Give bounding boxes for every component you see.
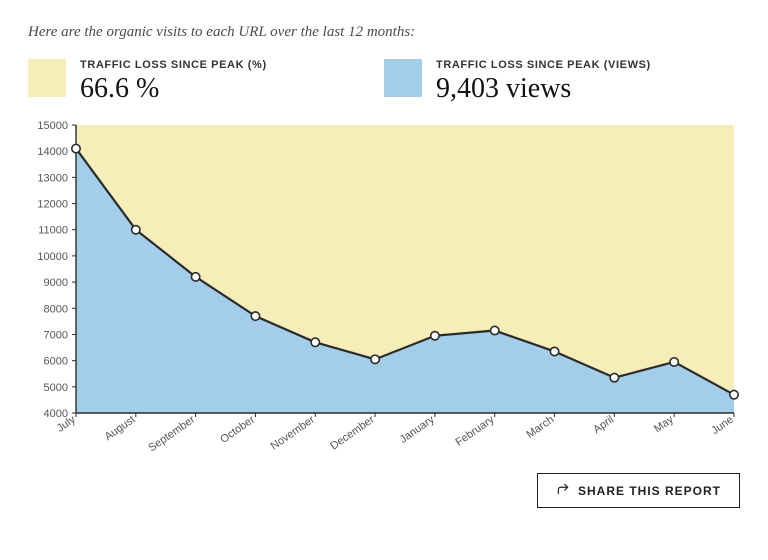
svg-text:April: April [591,414,616,436]
svg-text:December: December [328,413,377,452]
svg-text:5000: 5000 [44,382,68,394]
chart-svg: 4000500060007000800090001000011000120001… [28,119,740,459]
svg-text:14000: 14000 [37,146,68,158]
stat-loss-views-label: TRAFFIC LOSS SINCE PEAK (VIEWS) [436,59,651,71]
stat-loss-pct: TRAFFIC LOSS SINCE PEAK (%) 66.6 % [28,59,384,105]
swatch-loss-views [384,59,422,97]
svg-text:November: November [269,413,318,452]
svg-text:7000: 7000 [44,329,68,341]
svg-text:12000: 12000 [37,199,68,211]
svg-text:March: March [524,414,556,441]
stat-loss-pct-value: 66.6 % [80,73,267,105]
svg-text:15000: 15000 [37,120,68,132]
svg-text:May: May [652,413,676,435]
svg-text:10000: 10000 [37,251,68,263]
svg-text:September: September [146,413,197,454]
svg-text:February: February [453,413,496,448]
svg-text:August: August [103,414,138,443]
intro-text: Here are the organic visits to each URL … [28,24,740,41]
stat-loss-views-value: 9,403 views [436,73,651,105]
stats-row: TRAFFIC LOSS SINCE PEAK (%) 66.6 % TRAFF… [28,59,740,105]
svg-text:8000: 8000 [44,303,68,315]
share-icon [556,482,570,499]
swatch-loss-pct [28,59,66,97]
stat-loss-views: TRAFFIC LOSS SINCE PEAK (VIEWS) 9,403 vi… [384,59,740,105]
share-report-label: SHARE THIS REPORT [578,484,721,498]
svg-text:October: October [218,413,257,445]
svg-text:6000: 6000 [44,356,68,368]
share-report-button[interactable]: SHARE THIS REPORT [537,473,740,508]
svg-text:11000: 11000 [38,225,68,237]
svg-text:January: January [398,413,437,446]
svg-text:June: June [709,414,735,438]
traffic-chart: 4000500060007000800090001000011000120001… [28,119,740,459]
svg-text:9000: 9000 [44,277,68,289]
svg-text:13000: 13000 [37,172,68,184]
stat-loss-pct-label: TRAFFIC LOSS SINCE PEAK (%) [80,59,267,71]
